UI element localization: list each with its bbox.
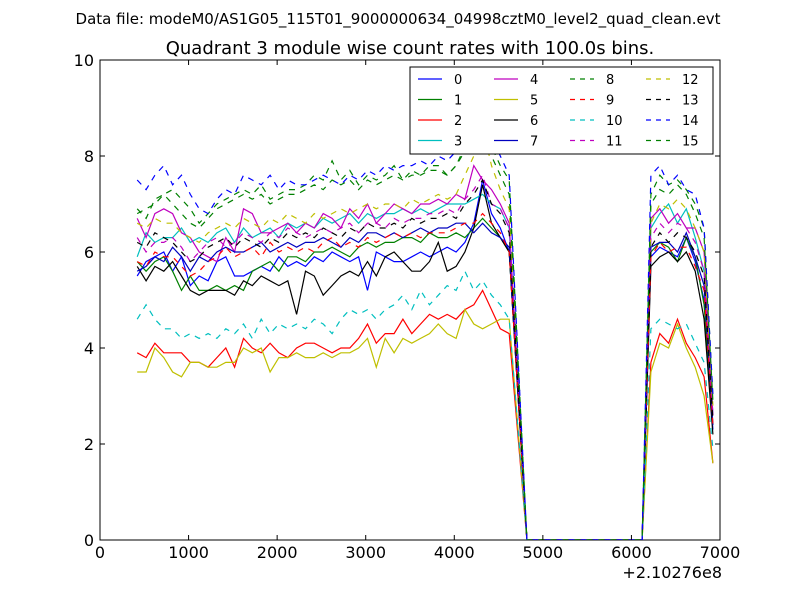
x-tick-label: 4000 bbox=[434, 543, 475, 562]
series-line-11 bbox=[136, 173, 714, 540]
chart-title: Quadrant 3 module wise count rates with … bbox=[166, 38, 655, 59]
x-tick-label: 5000 bbox=[522, 543, 563, 562]
y-tick-label: 0 bbox=[84, 531, 94, 550]
legend-label-2: 2 bbox=[454, 114, 462, 129]
series-line-8 bbox=[136, 131, 714, 540]
legend-label-14: 14 bbox=[682, 114, 699, 129]
series-line-5 bbox=[137, 308, 714, 540]
legend-box bbox=[409, 66, 714, 155]
x-tick-label: 2000 bbox=[257, 543, 298, 562]
legend-label-9: 9 bbox=[606, 94, 614, 109]
series-line-1 bbox=[136, 217, 714, 540]
series-line-6 bbox=[136, 184, 714, 540]
legend-label-15: 15 bbox=[682, 135, 699, 150]
legend-label-3: 3 bbox=[454, 135, 462, 150]
x-tick-label: 6000 bbox=[611, 543, 652, 562]
y-tick-label: 6 bbox=[84, 243, 94, 262]
data-file-header: Data file: modeM0/AS1G05_115T01_90000006… bbox=[76, 10, 721, 29]
series-line-3 bbox=[136, 193, 714, 540]
series-line-7 bbox=[136, 222, 714, 540]
y-tick-label: 10 bbox=[74, 51, 94, 70]
x-offset-label: +2.10276e8 bbox=[622, 563, 722, 582]
legend-label-6: 6 bbox=[530, 114, 538, 129]
legend-label-0: 0 bbox=[454, 73, 462, 88]
series-layer bbox=[136, 106, 714, 540]
y-tick-label: 4 bbox=[84, 339, 94, 358]
legend-label-12: 12 bbox=[682, 73, 699, 88]
x-tick-label: 7000 bbox=[700, 543, 741, 562]
y-tick-label: 2 bbox=[84, 435, 94, 454]
legend-label-10: 10 bbox=[606, 114, 623, 129]
legend-label-4: 4 bbox=[530, 73, 538, 88]
series-line-0 bbox=[136, 179, 714, 540]
legend-label-5: 5 bbox=[530, 94, 538, 109]
legend-label-7: 7 bbox=[530, 135, 538, 150]
legend-label-11: 11 bbox=[606, 135, 623, 150]
series-line-9 bbox=[136, 212, 714, 540]
x-tick-label: 3000 bbox=[345, 543, 386, 562]
series-line-10 bbox=[136, 269, 714, 540]
legend-label-1: 1 bbox=[454, 94, 462, 109]
x-tick-label: 1000 bbox=[168, 543, 209, 562]
legend-label-8: 8 bbox=[606, 73, 614, 88]
series-line-2 bbox=[136, 289, 714, 540]
series-line-12 bbox=[136, 124, 714, 540]
x-tick-label: 0 bbox=[95, 543, 105, 562]
y-tick-label: 8 bbox=[84, 147, 94, 166]
series-line-14 bbox=[136, 106, 714, 540]
series-line-15 bbox=[136, 135, 714, 540]
legend-label-13: 13 bbox=[682, 94, 699, 109]
